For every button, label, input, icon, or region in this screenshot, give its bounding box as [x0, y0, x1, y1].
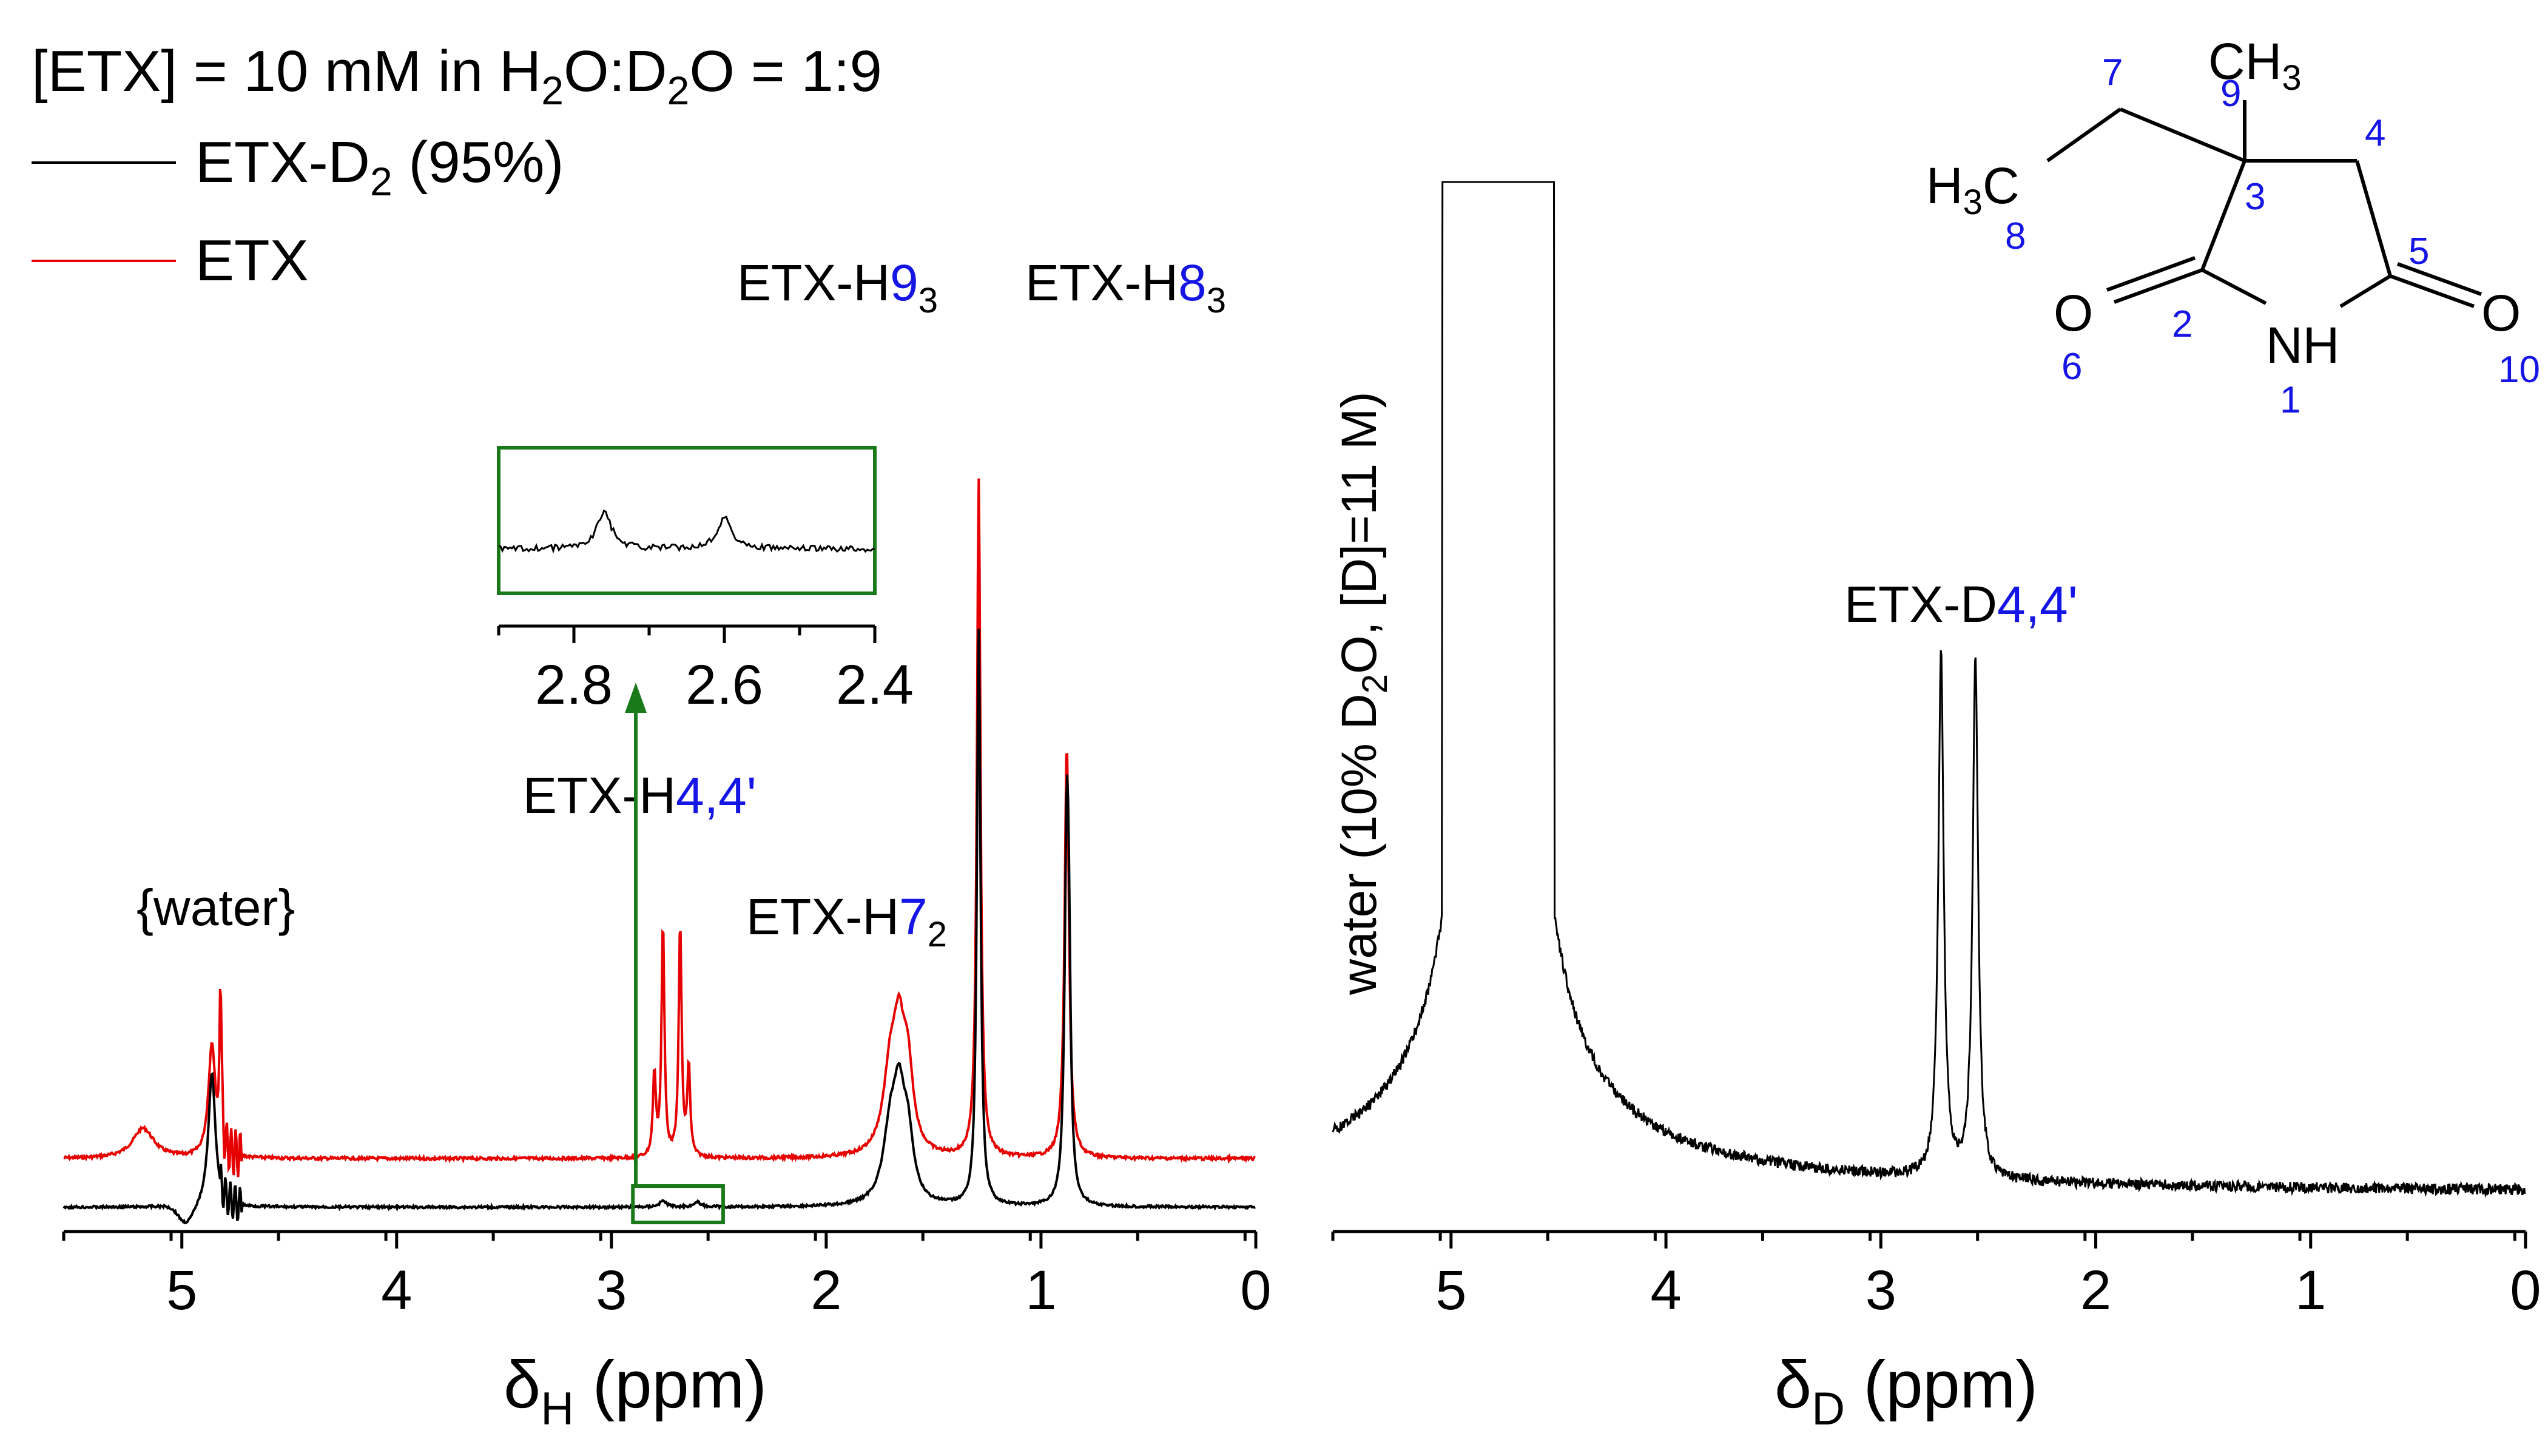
annotation-etx-h8: ETX-H83 — [1025, 254, 1226, 320]
atom-h3c: H3C — [1926, 157, 2020, 222]
inset-frame — [497, 446, 877, 595]
atom-number-1: 1 — [2280, 379, 2300, 421]
h-x-tick-label-1: 4 — [381, 1259, 412, 1321]
chart-title: [ETX] = 10 mM in H2O:D2O = 1:9 — [32, 39, 882, 113]
inset-x-ticks: 2.8 2.6 2.4 — [497, 626, 914, 716]
h-x-tick-label-3: 2 — [811, 1259, 841, 1321]
atom-number-4: 4 — [2365, 112, 2385, 154]
annotation-etx-h4: ETX-H4,4' — [523, 767, 757, 824]
d-x-tick-label-2: 3 — [1866, 1259, 1896, 1321]
legend: ETX-D2 (95%) ETX — [32, 130, 564, 293]
h-x-tick-label-2: 3 — [596, 1259, 627, 1321]
atom-number-8: 8 — [2005, 215, 2026, 257]
inset-x-tick-label-0: 2.8 — [535, 654, 613, 716]
inset-trace — [498, 509, 875, 554]
annotation-water: {water} — [136, 879, 295, 936]
d-x-tick-label-4: 1 — [2295, 1259, 2326, 1321]
zoom-arrow-head — [625, 682, 647, 713]
h-x-tick-label-4: 1 — [1025, 1259, 1056, 1321]
atom-o-right: O — [2481, 285, 2521, 342]
d-x-tick-label-3: 2 — [2080, 1259, 2111, 1321]
series-line-etx — [63, 478, 1256, 1178]
annotation-etx-h7: ETX-H72 — [746, 888, 947, 954]
inset-x-tick-label-2: 2.4 — [836, 654, 914, 716]
annotation-etx-d4: ETX-D4,4' — [1844, 576, 2078, 633]
inset: 2.8 2.6 2.4 — [497, 446, 914, 716]
atom-number-9: 9 — [2220, 73, 2241, 115]
h-x-tick-label-0: 5 — [166, 1259, 197, 1321]
atom-number-7: 7 — [2102, 52, 2123, 93]
atom-ch3: CH3 — [2208, 33, 2302, 98]
series-line-etx-d2 — [62, 629, 1256, 1224]
legend-label-etx: ETX — [195, 228, 309, 293]
atom-number-10: 10 — [2498, 349, 2540, 391]
d-x-tick-label-0: 5 — [1435, 1259, 1466, 1321]
d-x-ticks: 5 4 3 2 1 0 — [1331, 1232, 2541, 1321]
atom-number-6: 6 — [2061, 346, 2082, 388]
d-x-tick-label-1: 4 — [1650, 1259, 1681, 1321]
annotation-etx-h9: ETX-H93 — [737, 254, 938, 320]
legend-label-etx-d2: ETX-D2 (95%) — [195, 130, 564, 204]
h-x-ticks: 5 4 3 2 1 0 — [62, 1232, 1272, 1321]
atom-number-2: 2 — [2172, 303, 2192, 345]
d-y-axis-label: water (10% D2O, [D]=11 M) — [1332, 391, 1395, 996]
atom-o-left: O — [2054, 285, 2093, 342]
atom-number-5: 5 — [2408, 231, 2429, 272]
etx-structure: CH3 H3C NH O O 1 2 3 4 5 6 7 8 9 10 — [1926, 33, 2540, 421]
h-x-axis-label: δH (ppm) — [504, 1347, 767, 1435]
series-line-etx-d — [1332, 181, 2526, 1198]
zoom-region-box — [631, 1184, 725, 1224]
atom-number-3: 3 — [2245, 176, 2265, 218]
d-x-tick-label-5: 0 — [2510, 1259, 2541, 1321]
structure-bonds — [2046, 100, 2482, 308]
inset-x-tick-label-1: 2.6 — [686, 654, 763, 716]
h-x-tick-label-5: 0 — [1240, 1259, 1271, 1321]
atom-nh: NH — [2266, 317, 2339, 374]
d-x-axis-label: δD (ppm) — [1774, 1347, 2038, 1435]
